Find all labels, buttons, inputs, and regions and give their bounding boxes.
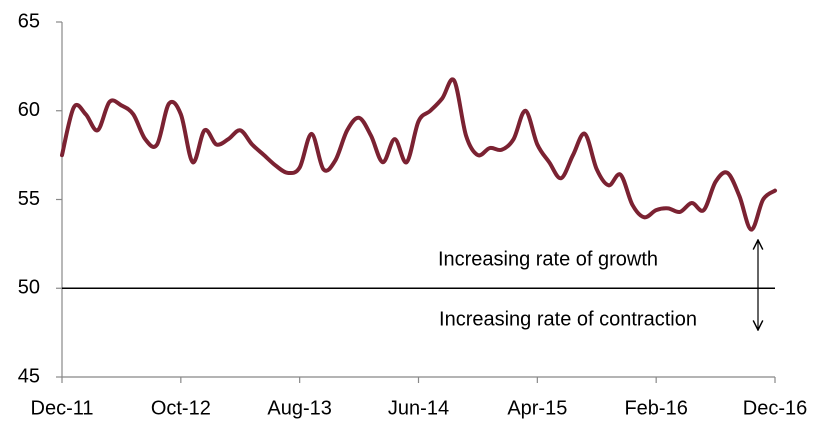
y-tick-label: 65 bbox=[18, 10, 40, 32]
x-tick-label: Jun-14 bbox=[388, 397, 449, 419]
annotation: Increasing rate of growth bbox=[438, 248, 658, 270]
x-tick-label: Aug-13 bbox=[267, 397, 332, 419]
x-tick-label: Dec-11 bbox=[31, 397, 94, 419]
y-tick-label: 60 bbox=[18, 99, 40, 121]
y-tick-label: 55 bbox=[18, 188, 40, 210]
x-tick-label: Oct-12 bbox=[151, 397, 211, 419]
y-tick-label: 45 bbox=[18, 365, 40, 387]
x-tick-label: Dec-16 bbox=[743, 397, 807, 419]
y-tick-label: 50 bbox=[18, 277, 40, 299]
x-tick-label: Feb-16 bbox=[624, 397, 687, 419]
x-tick-label: Apr-15 bbox=[507, 397, 567, 419]
data-line bbox=[60, 77, 777, 232]
annotation: Increasing rate of contraction bbox=[439, 308, 697, 330]
